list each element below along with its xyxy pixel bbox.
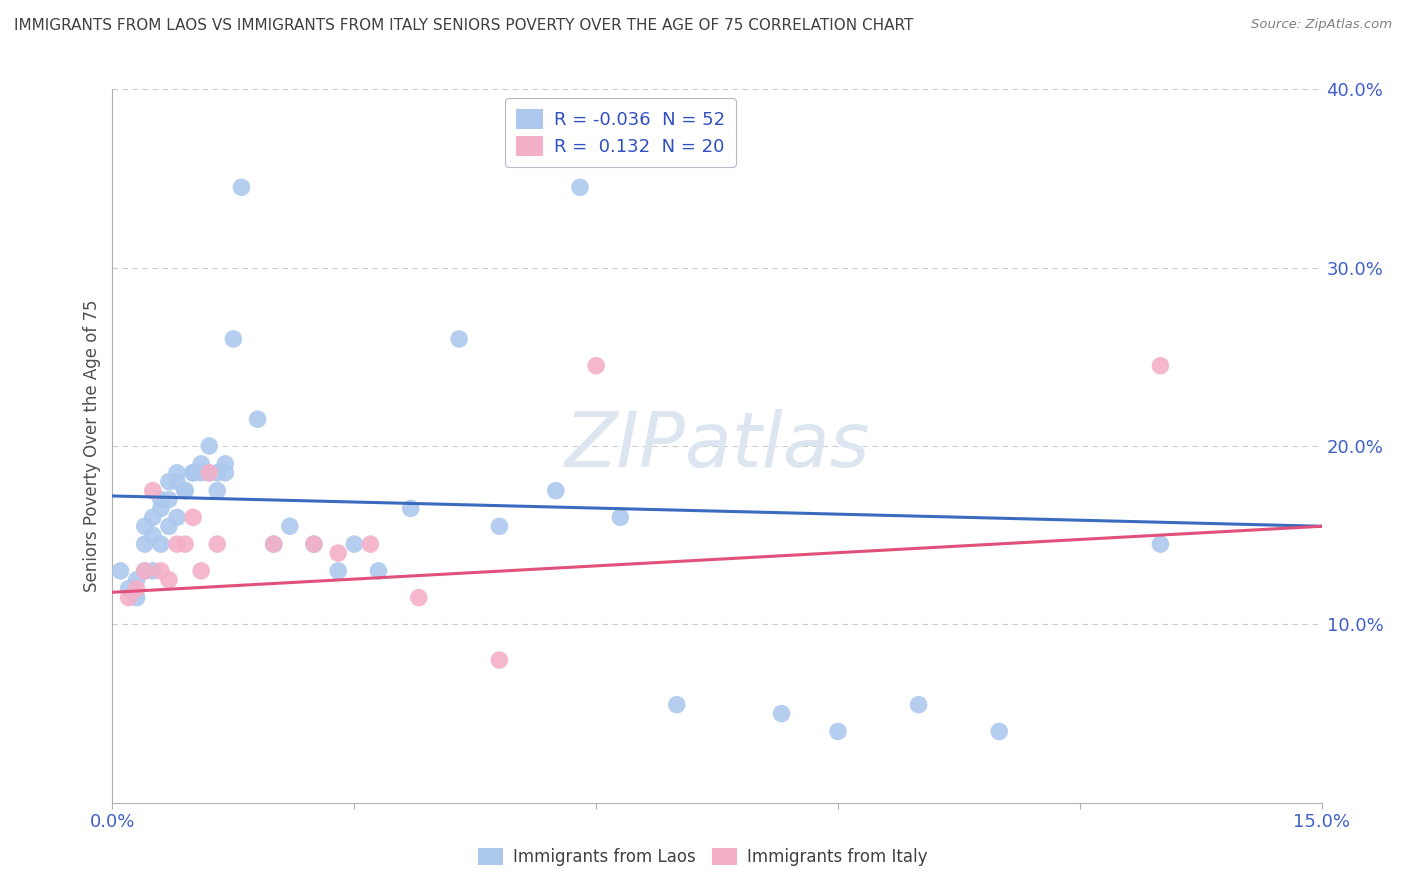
- Legend: Immigrants from Laos, Immigrants from Italy: Immigrants from Laos, Immigrants from It…: [470, 840, 936, 875]
- Point: [399, 501, 422, 516]
- Point: [166, 510, 188, 524]
- Point: [142, 483, 165, 498]
- Point: [190, 457, 212, 471]
- Point: [125, 591, 148, 605]
- Point: [157, 519, 180, 533]
- Point: [166, 475, 188, 489]
- Point: [166, 537, 188, 551]
- Point: [142, 510, 165, 524]
- Point: [207, 483, 229, 498]
- Point: [214, 466, 236, 480]
- Text: IMMIGRANTS FROM LAOS VS IMMIGRANTS FROM ITALY SENIORS POVERTY OVER THE AGE OF 75: IMMIGRANTS FROM LAOS VS IMMIGRANTS FROM …: [14, 18, 914, 33]
- Point: [328, 564, 350, 578]
- Point: [665, 698, 688, 712]
- Point: [198, 466, 221, 480]
- Point: [157, 573, 180, 587]
- Point: [110, 564, 132, 578]
- Point: [125, 582, 148, 596]
- Point: [157, 492, 180, 507]
- Point: [569, 180, 592, 194]
- Point: [1149, 537, 1171, 551]
- Point: [222, 332, 245, 346]
- Point: [181, 466, 204, 480]
- Point: [246, 412, 269, 426]
- Point: [134, 564, 156, 578]
- Point: [142, 528, 165, 542]
- Point: [988, 724, 1011, 739]
- Point: [117, 582, 139, 596]
- Point: [827, 724, 849, 739]
- Point: [125, 573, 148, 587]
- Point: [190, 564, 212, 578]
- Point: [263, 537, 285, 551]
- Point: [1149, 359, 1171, 373]
- Point: [231, 180, 253, 194]
- Point: [198, 439, 221, 453]
- Point: [134, 519, 156, 533]
- Point: [181, 510, 204, 524]
- Point: [134, 537, 156, 551]
- Y-axis label: Seniors Poverty Over the Age of 75: Seniors Poverty Over the Age of 75: [83, 300, 101, 592]
- Point: [263, 537, 285, 551]
- Point: [585, 359, 607, 373]
- Point: [359, 537, 381, 551]
- Point: [149, 501, 172, 516]
- Text: Source: ZipAtlas.com: Source: ZipAtlas.com: [1251, 18, 1392, 31]
- Point: [609, 510, 631, 524]
- Point: [302, 537, 325, 551]
- Point: [149, 564, 172, 578]
- Point: [278, 519, 301, 533]
- Point: [544, 483, 567, 498]
- Point: [190, 466, 212, 480]
- Point: [198, 466, 221, 480]
- Point: [174, 483, 197, 498]
- Point: [214, 457, 236, 471]
- Point: [149, 537, 172, 551]
- Point: [488, 653, 510, 667]
- Legend: R = -0.036  N = 52, R =  0.132  N = 20: R = -0.036 N = 52, R = 0.132 N = 20: [505, 98, 735, 167]
- Point: [207, 466, 229, 480]
- Point: [174, 483, 197, 498]
- Text: ZIPatlas: ZIPatlas: [564, 409, 870, 483]
- Point: [770, 706, 793, 721]
- Point: [149, 492, 172, 507]
- Point: [449, 332, 471, 346]
- Point: [142, 564, 165, 578]
- Point: [174, 537, 197, 551]
- Point: [367, 564, 389, 578]
- Point: [302, 537, 325, 551]
- Point: [166, 466, 188, 480]
- Point: [408, 591, 430, 605]
- Point: [907, 698, 929, 712]
- Point: [134, 564, 156, 578]
- Point: [117, 591, 139, 605]
- Point: [157, 475, 180, 489]
- Point: [488, 519, 510, 533]
- Point: [207, 537, 229, 551]
- Point: [343, 537, 366, 551]
- Point: [181, 466, 204, 480]
- Point: [328, 546, 350, 560]
